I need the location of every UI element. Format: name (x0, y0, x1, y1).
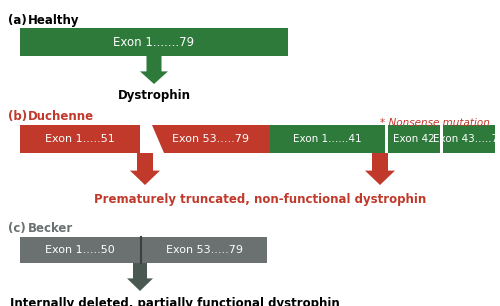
Text: Exon 42: Exon 42 (393, 134, 435, 144)
Text: (a): (a) (8, 14, 27, 27)
Bar (443, 125, 495, 153)
Text: Exon 1.....50: Exon 1.....50 (45, 245, 115, 255)
Polygon shape (152, 125, 164, 153)
Text: Dystrophin: Dystrophin (118, 89, 190, 102)
Text: Healthy: Healthy (28, 14, 80, 27)
Polygon shape (140, 56, 168, 84)
Bar (152, 125, 270, 153)
Bar (20, 28, 288, 56)
Bar (20, 237, 140, 263)
Polygon shape (365, 153, 395, 185)
Bar (141, 237, 267, 263)
Text: (b): (b) (8, 110, 27, 123)
Text: Exon 53.....79: Exon 53.....79 (166, 245, 242, 255)
Text: Internally deleted, partially functional dystrophin: Internally deleted, partially functional… (10, 297, 340, 306)
Bar (20, 125, 140, 153)
Bar (270, 125, 385, 153)
Text: Becker: Becker (28, 222, 73, 235)
Text: Prematurely truncated, non-functional dystrophin: Prematurely truncated, non-functional dy… (94, 193, 426, 206)
Polygon shape (140, 125, 152, 153)
Text: (c): (c) (8, 222, 26, 235)
Text: Exon 53.....79: Exon 53.....79 (172, 134, 250, 144)
Text: Duchenne: Duchenne (28, 110, 94, 123)
Text: Exon 1.....51: Exon 1.....51 (45, 134, 115, 144)
Polygon shape (127, 263, 153, 291)
Polygon shape (130, 153, 160, 185)
Text: Exon 1.......79: Exon 1.......79 (114, 35, 194, 48)
Text: Exon 43.....79: Exon 43.....79 (433, 134, 500, 144)
Text: * Nonsense mutation: * Nonsense mutation (380, 118, 490, 128)
Bar (388, 125, 440, 153)
Text: Exon 1......41: Exon 1......41 (293, 134, 362, 144)
